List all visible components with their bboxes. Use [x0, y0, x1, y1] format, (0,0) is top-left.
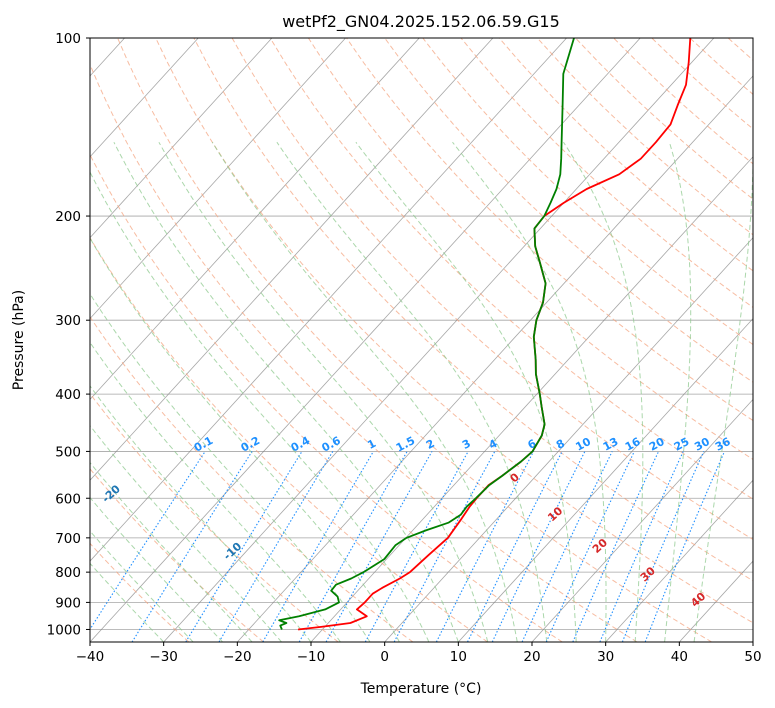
moist-adiabat — [114, 142, 458, 642]
dry-adiabat-label: -30 — [0, 425, 16, 448]
moist-adiabat — [159, 142, 488, 642]
x-tick-label: 10 — [450, 649, 467, 665]
chart-title: wetPf2_GN04.2025.152.06.59.G15 — [282, 12, 560, 32]
y-axis: 1000 900 800 700 600 500 400 300 200 100 — [47, 31, 90, 638]
dry-adiabat — [156, 38, 775, 642]
x-tick-label: −30 — [149, 649, 178, 665]
moist-adiabat — [0, 142, 281, 642]
moist-adiabat-label: 30 — [638, 564, 658, 584]
mixing-ratio-label: 36 — [713, 435, 733, 454]
dry-adiabat — [728, 38, 775, 642]
isotherm-line — [532, 38, 775, 642]
moist-adiabat — [76, 142, 429, 642]
y-tick-label: 600 — [55, 491, 81, 507]
mixing-ratio-line — [622, 451, 703, 642]
moist-adiabat-label: 0 — [507, 470, 522, 485]
mixing-ratio-line — [573, 451, 659, 642]
dry-adiabat — [0, 38, 189, 642]
moist-adiabat — [694, 142, 753, 642]
dry-adiabat — [270, 38, 775, 642]
dry-adiabat — [79, 38, 637, 642]
dry-adiabat — [652, 38, 775, 642]
mixing-ratio-line — [645, 451, 724, 642]
moist-adiabat — [665, 142, 691, 642]
mixing-ratio-label: 3 — [460, 437, 473, 452]
mixing-ratio-line — [82, 451, 205, 642]
moist-adiabats — [0, 142, 753, 642]
y-tick-label: 1000 — [47, 622, 81, 638]
background-line-labels: 0.10.20.40.611.52346810131620253036-100-… — [0, 21, 733, 610]
moist-adiabat — [564, 142, 643, 642]
x-tick-label: 20 — [523, 649, 540, 665]
mixing-ratio-line — [365, 451, 468, 642]
y-tick-label: 400 — [55, 387, 81, 403]
mixing-ratio-line — [186, 451, 302, 642]
mixing-ratio-line — [600, 451, 683, 642]
y-tick-label: 100 — [55, 31, 81, 47]
x-tick-label: −10 — [297, 649, 326, 665]
isotherm-grid — [0, 38, 775, 642]
mixing-ratio-label: 20 — [647, 435, 667, 454]
mixing-ratio-line — [492, 451, 585, 642]
isotherm-line — [458, 38, 775, 642]
mixing-ratio-line — [326, 451, 432, 642]
dry-adiabat — [537, 38, 775, 642]
pressure-grid — [90, 38, 753, 629]
mixing-ratio-line — [263, 451, 374, 642]
moist-adiabat — [453, 142, 607, 642]
mixing-ratio-label: 2 — [424, 437, 437, 452]
plot-area: 0.10.20.40.611.52346810131620253036-100-… — [0, 21, 775, 642]
dry-adiabat — [766, 38, 775, 642]
mixing-ratio-label: 16 — [623, 435, 643, 454]
x-axis-label: Temperature (°C) — [360, 681, 482, 697]
x-tick-label: 50 — [744, 649, 761, 665]
isotherm-line — [16, 38, 566, 642]
dry-adiabat — [0, 38, 338, 642]
x-axis: −40 −30 −20 −10 0 10 20 30 40 50 — [76, 642, 762, 665]
x-tick-label: 40 — [671, 649, 688, 665]
isotherm-line — [385, 38, 775, 642]
isotherm-line — [753, 38, 775, 642]
moist-adiabat — [0, 142, 311, 642]
mixing-ratio-label: 10 — [573, 435, 593, 454]
dry-adiabat — [614, 38, 775, 642]
moist-adiabat-label: 10 — [545, 504, 565, 524]
y-tick-label: 700 — [55, 531, 81, 547]
x-tick-label: −20 — [223, 649, 252, 665]
x-tick-label: −40 — [76, 649, 105, 665]
x-tick-label: 0 — [380, 649, 389, 665]
dry-adiabat-label: -20 — [99, 482, 123, 505]
mixing-ratio-lines — [82, 451, 725, 642]
moist-adiabat — [0, 142, 164, 642]
dry-adiabat — [690, 38, 775, 642]
mixing-ratio-line — [299, 451, 407, 642]
y-tick-label: 200 — [55, 209, 81, 225]
dewpoint-profile-line — [279, 38, 574, 630]
dry-adiabat — [385, 38, 775, 642]
mixing-ratio-line — [394, 451, 495, 642]
y-axis-label: Pressure (hPa) — [11, 290, 27, 390]
isotherm-line — [237, 38, 775, 642]
mixing-ratio-label: 30 — [692, 435, 712, 454]
y-tick-label: 800 — [55, 565, 81, 581]
dry-adiabat — [0, 38, 413, 642]
isotherm-line — [0, 38, 419, 642]
dry-adiabat-label: -10 — [221, 540, 245, 563]
y-tick-label: 500 — [55, 444, 81, 460]
mixing-ratio-label: 13 — [601, 435, 621, 454]
y-tick-label: 900 — [55, 595, 81, 611]
sounding-series — [279, 38, 690, 630]
isotherm-line — [90, 38, 640, 642]
mixing-ratio-label: 4 — [487, 437, 500, 452]
moist-adiabat-label: 40 — [688, 590, 708, 610]
x-tick-label: 30 — [597, 649, 614, 665]
mixing-ratio-label: 25 — [672, 435, 692, 454]
y-tick-label: 300 — [55, 313, 81, 329]
dry-adiabat — [461, 38, 775, 642]
